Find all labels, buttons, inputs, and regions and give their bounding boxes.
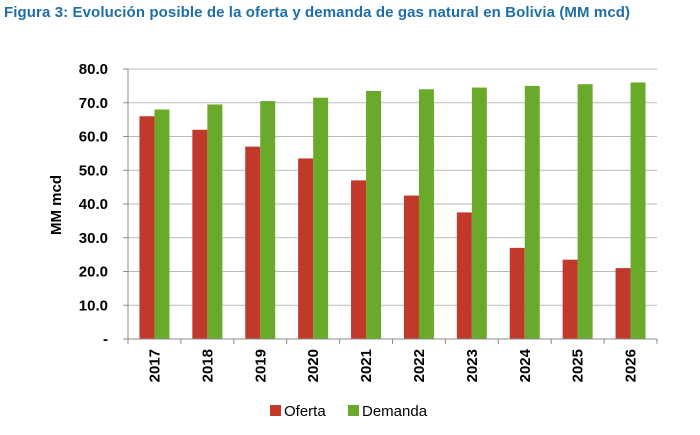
- legend-swatch-oferta: [270, 405, 281, 416]
- legend-swatch-demanda: [348, 405, 359, 416]
- figure-title: Figura 3: Evolución posible de la oferta…: [4, 4, 631, 21]
- bar-demanda-2021: [366, 90, 382, 339]
- bars: [139, 82, 646, 339]
- y-tick-label: 10.0: [79, 297, 108, 314]
- y-tick-label: 20.0: [79, 264, 108, 281]
- bar-demanda-2017: [154, 109, 170, 339]
- y-tick-label: 80.0: [79, 61, 108, 78]
- bar-demanda-2022: [418, 89, 434, 339]
- x-tick-label: 2022: [411, 349, 428, 382]
- y-tick-label: 50.0: [79, 162, 108, 179]
- bar-oferta-2026: [615, 268, 631, 339]
- bar-oferta-2021: [351, 180, 367, 339]
- bar-demanda-2025: [577, 84, 593, 339]
- bar-demanda-2020: [313, 97, 329, 339]
- y-tick-label: 60.0: [79, 129, 108, 146]
- bar-demanda-2018: [207, 104, 223, 339]
- y-tick-label: 70.0: [79, 95, 108, 112]
- x-tick-label: 2026: [623, 349, 640, 382]
- x-tick-label: 2025: [570, 349, 587, 382]
- bar-oferta-2024: [509, 247, 525, 339]
- x-tick-label: 2017: [146, 349, 163, 382]
- x-tick-label: 2021: [358, 349, 375, 382]
- x-tick-labels: 2017 2018 2019 2020 2021 2022 2023 2024 2025 2026: [146, 348, 639, 382]
- bar-oferta-2017: [139, 116, 155, 339]
- bar-oferta-2020: [298, 158, 314, 339]
- axes: [123, 68, 658, 344]
- y-tick-label: 40.0: [79, 196, 108, 213]
- bar-demanda-2023: [471, 87, 487, 339]
- x-tick-label: 2023: [464, 349, 481, 382]
- x-tick-label: 2019: [252, 349, 269, 382]
- x-tick-label: 2024: [517, 348, 534, 382]
- legend-label-demanda: Demanda: [362, 403, 428, 420]
- bar-oferta-2022: [403, 195, 419, 339]
- legend: Oferta Demanda: [270, 403, 428, 420]
- bar-demanda-2026: [630, 82, 646, 339]
- bar-oferta-2019: [245, 146, 261, 339]
- gridlines: [128, 68, 657, 306]
- bar-demanda-2024: [524, 85, 540, 339]
- x-tick-label: 2020: [305, 349, 322, 382]
- y-tick-labels: - 10.0 20.0 30.0 40.0 50.0 60.0 70.0 80.0: [79, 61, 108, 348]
- bar-oferta-2023: [456, 212, 472, 339]
- bar-oferta-2018: [192, 129, 208, 339]
- y-tick-label: -: [103, 331, 108, 348]
- x-tick-label: 2018: [199, 349, 216, 382]
- bar-demanda-2019: [260, 101, 276, 339]
- y-tick-label: 30.0: [79, 230, 108, 247]
- legend-label-oferta: Oferta: [284, 403, 326, 420]
- y-axis-label: MM mcd: [48, 175, 65, 235]
- bar-oferta-2025: [562, 259, 578, 339]
